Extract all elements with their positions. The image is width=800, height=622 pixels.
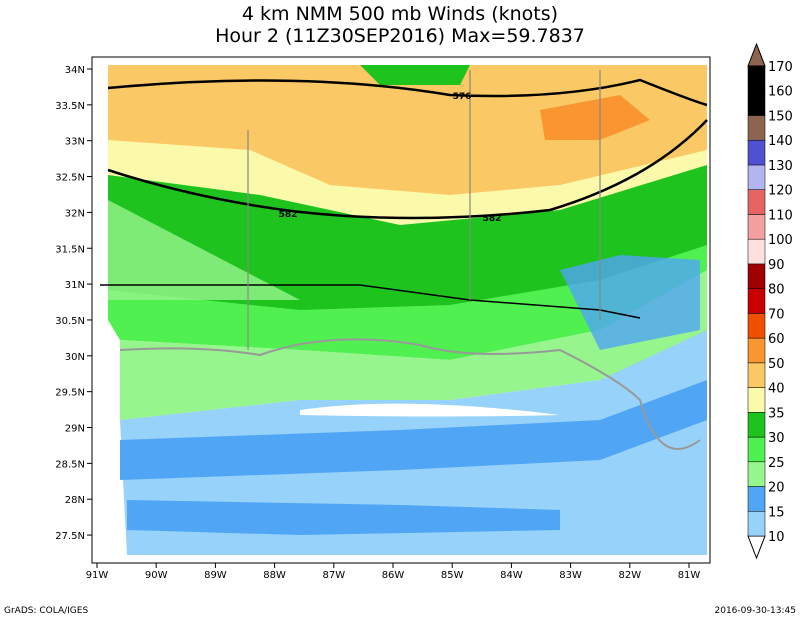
colorbar-label: 70 <box>768 307 785 322</box>
colorbar-label: 130 <box>768 159 793 174</box>
height-contour <box>107 78 708 107</box>
colorbar-swatch <box>747 139 766 166</box>
lon-tick-label: 91W <box>86 570 109 581</box>
colorbar-label: 50 <box>768 357 785 372</box>
colorbar-swatch <box>747 486 766 512</box>
colorbar-swatch <box>747 412 766 438</box>
lon-tick-label: 88W <box>263 570 286 581</box>
colorbar-swatch <box>747 263 766 289</box>
colorbar-label: 40 <box>768 382 785 397</box>
colorbar-label: 60 <box>768 332 785 347</box>
coastline <box>119 338 701 450</box>
colorbar-swatch <box>747 436 766 463</box>
lon-tick-label: 85W <box>441 570 464 581</box>
colorbar-label: 110 <box>768 208 793 223</box>
lat-tick-label: 33N <box>65 137 85 148</box>
lon-tick-label: 87W <box>322 570 345 581</box>
colorbar-label: 160 <box>768 85 793 100</box>
lon-tick-label: 83W <box>559 570 582 581</box>
lat-tick-label: 30N <box>65 352 85 363</box>
colorbar-arrow <box>747 42 766 67</box>
wind-zone-yellow <box>108 140 707 225</box>
contour-label: 576 <box>453 92 472 102</box>
lon-tick-label: 84W <box>500 570 523 581</box>
colorbar-label: 30 <box>768 431 785 446</box>
colorbar-swatch <box>747 65 766 91</box>
footer-left: GrADS: COLA/IGES <box>4 606 88 616</box>
lat-tick-label: 27.5N <box>55 531 85 542</box>
colorbar-label: 35 <box>768 406 785 421</box>
colorbar-label: 120 <box>768 184 793 199</box>
colorbar-label: 20 <box>768 481 785 496</box>
contour-label: 582 <box>483 214 502 224</box>
colorbar-label: 140 <box>768 134 793 149</box>
wind-zone-light-green-west <box>108 200 300 300</box>
colorbar-label: 15 <box>768 505 785 520</box>
lat-tick-label: 32N <box>65 208 85 219</box>
contour-label: 582 <box>279 210 298 220</box>
state-border <box>247 70 601 350</box>
colorbar-swatch <box>747 214 766 240</box>
wind-zone-dark-green-north <box>360 65 470 85</box>
colorbar-label: 80 <box>768 283 785 298</box>
colorbar-label: 170 <box>768 60 793 75</box>
lon-tick-label: 90W <box>145 570 168 581</box>
lon-tick-label: 82W <box>618 570 641 581</box>
colorbar-swatch <box>747 362 766 388</box>
lat-tick-label: 28N <box>65 495 85 506</box>
lat-tick-label: 32.5N <box>55 173 85 184</box>
lat-tick-label: 33.5N <box>55 101 85 112</box>
colorbar-label: 150 <box>768 109 793 124</box>
height-contour <box>107 119 708 220</box>
colorbar-swatch <box>747 189 766 215</box>
colorbar-label: 90 <box>768 258 785 273</box>
lat-tick-label: 29N <box>65 424 85 435</box>
colorbar-swatch <box>747 313 766 339</box>
colorbar-swatch <box>747 387 766 413</box>
wind-zone-dark-orange <box>540 95 650 140</box>
lat-tick-label: 30.5N <box>55 316 85 327</box>
wind-zone-light-green <box>120 270 707 420</box>
lat-tick-label: 31.5N <box>55 244 85 255</box>
colorbar-swatch <box>747 288 766 314</box>
colorbar-label: 10 <box>768 530 785 545</box>
wind-zone-blue <box>120 380 707 480</box>
colorbar-swatch <box>747 511 766 537</box>
lon-tick-label: 81W <box>678 570 701 581</box>
colorbar-arrow <box>747 535 766 560</box>
colorbar-swatch <box>747 164 766 190</box>
map-field: 576 582 582 <box>91 56 711 564</box>
axis-ticks: 91W 90W 89W 88W 87W 86W 85W 84W 83W 82W 81W 34N 33.5… <box>55 65 700 581</box>
map-frame <box>91 56 711 564</box>
colorbar-swatch <box>747 337 766 364</box>
colorbar-swatch <box>747 238 766 265</box>
footer-right: 2016-09-30-13:45 <box>715 606 797 616</box>
title-line-1: 4 km NMM 500 mb Winds (knots) <box>242 3 558 25</box>
wind-zone-blue-south <box>127 500 560 535</box>
colorbar-swatch <box>747 115 766 141</box>
wind-zone-green <box>108 245 707 360</box>
lat-tick-label: 31N <box>65 280 85 291</box>
lon-tick-label: 89W <box>204 570 227 581</box>
lat-tick-label: 28.5N <box>55 459 85 470</box>
wind-zone-calm <box>300 403 560 417</box>
lat-tick-label: 29.5N <box>55 388 85 399</box>
colorbar-swatch <box>747 90 766 116</box>
lon-tick-label: 86W <box>382 570 405 581</box>
wind-zone-blue-east <box>560 255 700 350</box>
colorbar-swatch <box>747 461 766 487</box>
lat-tick-label: 34N <box>65 65 85 76</box>
colorbar-label: 25 <box>768 456 785 471</box>
colorbar: 10 15 20 25 30 35 40 50 60 70 80 90 100 110 120 130 140 1… <box>747 42 793 560</box>
colorbar-label: 100 <box>768 233 793 248</box>
title-line-2: Hour 2 (11Z30SEP2016) Max=59.7837 <box>215 25 585 47</box>
